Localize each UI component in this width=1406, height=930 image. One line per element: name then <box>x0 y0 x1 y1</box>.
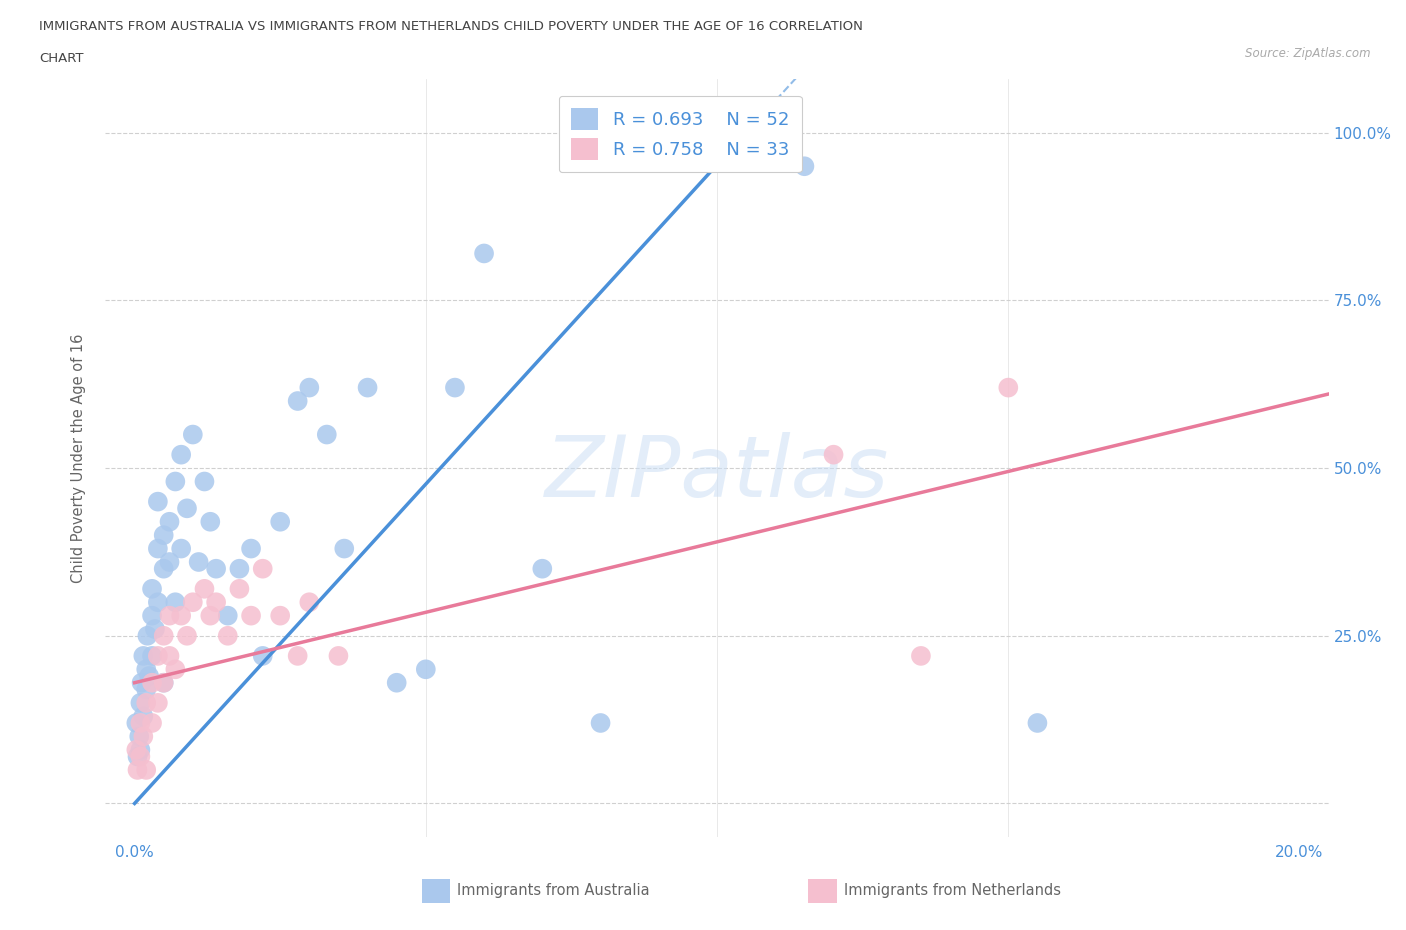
Point <box>159 608 181 623</box>
Point <box>146 595 169 610</box>
Point <box>146 541 169 556</box>
Point <box>252 648 274 663</box>
Point <box>328 648 350 663</box>
Point <box>165 474 187 489</box>
Point <box>141 608 163 623</box>
Point <box>228 562 250 577</box>
Point <box>129 696 152 711</box>
Point <box>138 669 160 684</box>
Point <box>131 675 153 690</box>
Point <box>135 696 157 711</box>
Text: Immigrants from Netherlands: Immigrants from Netherlands <box>844 884 1060 898</box>
Point <box>793 159 815 174</box>
Point <box>193 474 215 489</box>
Point <box>1026 715 1049 730</box>
Point <box>181 595 204 610</box>
Point <box>143 621 166 636</box>
Point <box>823 447 845 462</box>
Point <box>217 608 239 623</box>
Point <box>141 581 163 596</box>
Point <box>287 648 309 663</box>
Point <box>170 447 193 462</box>
Point <box>159 554 181 569</box>
Point <box>287 393 309 408</box>
Point <box>170 541 193 556</box>
Point <box>159 514 181 529</box>
Point <box>315 427 337 442</box>
Point <box>444 380 467 395</box>
Point <box>298 380 321 395</box>
Point <box>200 514 222 529</box>
Point <box>125 715 148 730</box>
Point <box>298 595 321 610</box>
Point <box>252 562 274 577</box>
Point <box>165 662 187 677</box>
Point <box>997 380 1019 395</box>
Point <box>187 554 209 569</box>
Point <box>269 514 291 529</box>
Point <box>217 629 239 644</box>
Point <box>910 648 932 663</box>
Point <box>205 595 228 610</box>
Point <box>170 608 193 623</box>
Point <box>193 581 215 596</box>
Y-axis label: Child Poverty Under the Age of 16: Child Poverty Under the Age of 16 <box>72 333 86 583</box>
Point <box>152 629 174 644</box>
Legend: R = 0.693    N = 52, R = 0.758    N = 33: R = 0.693 N = 52, R = 0.758 N = 33 <box>558 96 801 172</box>
Point <box>240 608 263 623</box>
Point <box>129 742 152 757</box>
Point <box>531 562 554 577</box>
Point <box>385 675 408 690</box>
Point <box>141 648 163 663</box>
Text: IMMIGRANTS FROM AUSTRALIA VS IMMIGRANTS FROM NETHERLANDS CHILD POVERTY UNDER THE: IMMIGRANTS FROM AUSTRALIA VS IMMIGRANTS … <box>39 20 863 33</box>
Point <box>200 608 222 623</box>
Point <box>165 595 187 610</box>
Point <box>589 715 612 730</box>
Point <box>141 715 163 730</box>
Point <box>333 541 356 556</box>
Point <box>228 581 250 596</box>
Point <box>141 675 163 690</box>
Point <box>152 675 174 690</box>
Point <box>128 729 150 744</box>
Point <box>356 380 378 395</box>
Point <box>135 662 157 677</box>
Point <box>472 246 495 261</box>
Point <box>176 629 198 644</box>
Point <box>415 662 437 677</box>
Point <box>129 749 152 764</box>
Point <box>129 715 152 730</box>
Point <box>181 427 204 442</box>
Point <box>176 501 198 516</box>
Point <box>159 648 181 663</box>
Text: Immigrants from Australia: Immigrants from Australia <box>457 884 650 898</box>
Point <box>146 494 169 509</box>
Point <box>269 608 291 623</box>
Point <box>135 682 157 697</box>
Text: ZIPatlas: ZIPatlas <box>546 432 889 514</box>
Text: CHART: CHART <box>39 52 84 65</box>
Point <box>146 648 169 663</box>
Point <box>127 763 149 777</box>
Point <box>132 729 155 744</box>
Point <box>136 629 159 644</box>
Point <box>152 527 174 542</box>
Point <box>240 541 263 556</box>
Point <box>135 763 157 777</box>
Point <box>146 696 169 711</box>
Point <box>152 562 174 577</box>
Text: Source: ZipAtlas.com: Source: ZipAtlas.com <box>1246 46 1371 60</box>
Point <box>127 749 149 764</box>
Point <box>205 562 228 577</box>
Point <box>132 648 155 663</box>
Point <box>125 742 148 757</box>
Point <box>152 675 174 690</box>
Point <box>132 709 155 724</box>
